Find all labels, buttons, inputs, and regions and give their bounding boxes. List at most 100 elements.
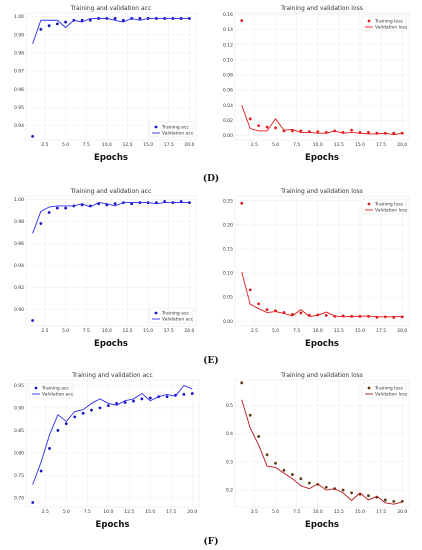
chart-5-x-tick-label: 17.5 — [376, 509, 386, 515]
chart-5-y-tick-label: 0.3 — [226, 459, 233, 465]
chart-2-series-1-line — [32, 202, 190, 234]
chart-4-series-0-point — [98, 406, 102, 410]
chart-1-series-0-point — [257, 124, 261, 128]
chart-0-series-0-point — [64, 20, 68, 24]
chart-2-x-tick-label: 5.0 — [62, 328, 69, 334]
chart-1-y-tick-label: 0.12 — [223, 42, 233, 48]
chart-3-x-tick-label: 15.0 — [355, 328, 365, 334]
chart-1-series-0-point — [240, 19, 244, 22]
chart-0-x-tick-label: 20.0 — [184, 142, 194, 148]
chart-1-x-axis-label: Epochs — [305, 153, 339, 163]
chart-4-y-tick-label: 0.70 — [14, 496, 24, 502]
chart-5-title: Training and validation loss — [280, 372, 363, 379]
chart-4-y-tick-label: 0.80 — [14, 451, 24, 457]
chart-3-y-tick-label: 0.20 — [223, 222, 233, 228]
chart-4-series-0-point — [140, 397, 144, 401]
chart-4-y-tick-label: 0.75 — [14, 473, 24, 479]
chart-1-x-tick-label: 15.0 — [355, 142, 365, 148]
chart-f-acc: 2.5 5.0 7.5 10.0 12.5 15.0 17.5 20.0 0.70 0.75 0.8… — [14, 372, 200, 530]
chart-3-y-tick-label: 0.10 — [223, 271, 233, 277]
chart-2-series-0-point — [64, 206, 68, 210]
chart-4-series-0-point — [115, 402, 119, 405]
chart-5-series-0-point — [282, 468, 286, 472]
chart-4-series-0-point — [123, 401, 127, 404]
chart-4-x-tick-label: 2.5 — [42, 509, 49, 515]
chart-0-series-0-point — [31, 134, 35, 138]
chart-4-series-0-point — [73, 415, 77, 419]
chart-0-legend-point-swatch — [154, 125, 158, 129]
chart-4-y-tick-label: 0.90 — [14, 406, 24, 412]
chart-5-x-tick-label: 2.5 — [251, 509, 258, 515]
chart-1-y-tick-label: 0.16 — [223, 12, 233, 18]
chart-4-series-0-point — [132, 399, 135, 403]
chart-5-series-0-point — [274, 461, 277, 465]
chart-5-x-tick-label: 15.0 — [355, 509, 365, 515]
chart-3-x-tick-label: 2.5 — [251, 328, 258, 334]
chart-5-x-tick-label: 20.0 — [397, 509, 407, 515]
chart-4-y-tick-label: 0.95 — [14, 383, 24, 389]
chart-5-x-axis-label: Epochs — [305, 520, 339, 530]
chart-0-y-tick-label: 0.96 — [14, 87, 24, 93]
chart-5-y-tick-label: 0.2 — [226, 488, 233, 494]
panel-label-e: (E) — [203, 355, 218, 366]
chart-0-title: Training and validation acc — [70, 5, 152, 12]
chart-5-x-tick-label: 12.5 — [334, 509, 344, 515]
chart-0-series-0-point — [39, 27, 43, 31]
chart-4-series-1-line — [32, 384, 193, 485]
chart-1-x-tick-label: 17.5 — [376, 142, 386, 148]
chart-0-y-tick-label: 0.94 — [14, 123, 24, 129]
chart-3-series-0-point — [240, 201, 244, 205]
chart-0-series-0-point — [121, 18, 125, 22]
chart-4-x-tick-label: 5.0 — [63, 509, 70, 515]
chart-3-series-0-point — [265, 308, 269, 312]
chart-3-y-tick-label: 0.25 — [223, 198, 233, 204]
chart-0-series-0-point — [138, 17, 142, 20]
chart-3-series-0-point — [299, 311, 303, 315]
chart-1-plot-area — [234, 12, 410, 141]
chart-3-x-tick-label: 17.5 — [376, 328, 386, 334]
chart-2-x-tick-label: 12.5 — [122, 328, 132, 334]
panel-label-f: (F) — [204, 536, 219, 547]
chart-2-title: Training and validation acc — [70, 188, 152, 195]
chart-1-series-0-point — [248, 117, 252, 121]
chart-0-series-0-point — [47, 24, 51, 28]
chart-5-x-tick-label: 7.5 — [293, 509, 300, 515]
chart-2-series-0-point — [113, 202, 117, 206]
chart-2-x-tick-label: 20.0 — [184, 328, 194, 334]
chart-1-series-0-point — [367, 131, 370, 134]
chart-4-legend-point-swatch — [34, 386, 38, 390]
chart-4-series-0-point — [90, 408, 93, 412]
chart-1-y-tick-label: 0.08 — [223, 73, 233, 79]
chart-3-series-0-point — [257, 302, 261, 306]
chart-3-x-tick-label: 10.0 — [313, 328, 323, 334]
chart-2-legend-label: Validation acc — [162, 317, 194, 323]
chart-1-series-0-point — [291, 129, 294, 133]
chart-4-y-tick-label: 0.85 — [14, 428, 24, 434]
chart-e-acc: 2.5 5.0 7.5 10.0 12.5 15.0 17.5 20.0 0.90 0.92 0.9… — [14, 188, 197, 349]
chart-5-series-0-point — [341, 488, 345, 492]
chart-1-y-tick-label: 0.06 — [223, 88, 233, 94]
chart-4-series-0-point — [64, 422, 68, 426]
chart-1-x-tick-label: 2.5 — [251, 142, 258, 148]
chart-3-y-tick-label: 0.15 — [223, 247, 233, 253]
chart-5-legend-label: Validation loss — [375, 392, 408, 398]
chart-3-x-tick-label: 12.5 — [334, 328, 344, 334]
chart-0-legend-label: Training acc — [161, 125, 189, 131]
chart-5-series-0-point — [316, 483, 320, 486]
chart-5-series-0-point — [299, 477, 303, 481]
chart-2-y-tick-label: 0.90 — [14, 307, 24, 313]
chart-5-series-0-point — [307, 481, 311, 485]
chart-2-series-0-point — [39, 222, 43, 225]
chart-e-loss: 2.5 5.0 7.5 10.0 12.5 15.0 17.5 20.0 0.00 0.05 0.1… — [223, 188, 410, 349]
chart-f-loss: 2.5 5.0 7.5 10.0 12.5 15.0 17.5 20.0 0.2 0.3 0.4 0.… — [226, 372, 410, 530]
chart-0-series-0-point — [80, 18, 84, 22]
chart-5-x-tick-label: 10.0 — [313, 509, 323, 515]
chart-3-series-0-point — [324, 314, 328, 317]
chart-1-x-tick-label: 7.5 — [293, 142, 300, 148]
chart-5-y-tick-label: 0.4 — [226, 431, 233, 437]
chart-5-series-0-point — [392, 499, 396, 503]
